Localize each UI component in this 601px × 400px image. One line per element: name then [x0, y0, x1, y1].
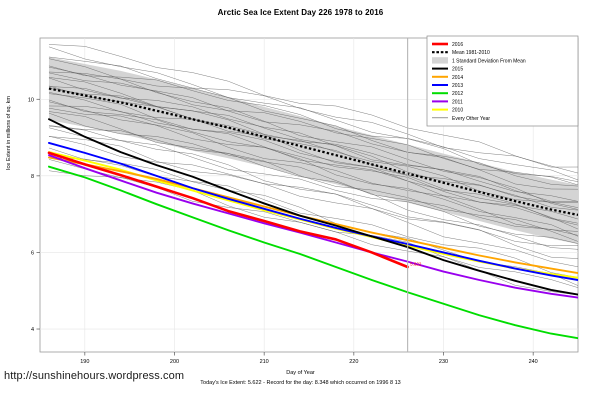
legend-label: 2014 — [452, 75, 463, 81]
series-line-2012 — [48, 165, 578, 340]
legend-item[interactable]: Mean 1981-2010 — [432, 50, 490, 56]
legend-item[interactable]: 2012 — [432, 91, 463, 97]
y-tick-label: 8 — [31, 174, 34, 180]
axes-group: 190 200 210 220 230 240 10 8 6 4 — [28, 97, 538, 365]
other-year-line — [48, 71, 578, 210]
other-year-line — [48, 88, 578, 230]
other-year-line — [48, 92, 578, 203]
legend-label: 2011 — [452, 99, 463, 105]
other-year-line — [48, 127, 578, 244]
chart-caption: Today's Ice Extent: 5.622 - Record for t… — [200, 380, 401, 386]
other-year-line — [48, 46, 578, 182]
series-line-2015 — [48, 118, 578, 296]
legend-label: 2015 — [452, 67, 463, 73]
other-year-line — [48, 77, 578, 202]
other-year-line — [48, 66, 578, 190]
end-value-label: 5.622 — [410, 261, 422, 266]
x-tick-label: 220 — [349, 359, 358, 365]
legend-label: 2010 — [452, 108, 463, 114]
legend-label: Mean 1981-2010 — [452, 50, 490, 56]
x-tick-label: 200 — [170, 359, 179, 365]
other-year-line — [48, 72, 578, 186]
legend-item[interactable]: 2011 — [432, 99, 463, 105]
legend-item[interactable]: 2010 — [432, 108, 463, 114]
legend-label: 2013 — [452, 83, 463, 89]
x-axis-label: Day of Year — [286, 370, 315, 376]
legend: 2016 Mean 1981-2010 1 Standard Deviation F… — [426, 35, 579, 127]
legend-label: 2012 — [452, 91, 463, 97]
chart-title: Arctic Sea Ice Extent Day 226 1978 to 20… — [217, 8, 384, 17]
y-tick-label: 6 — [31, 250, 34, 256]
legend-item[interactable]: 2016 — [432, 42, 463, 48]
x-tick-label: 230 — [439, 359, 448, 365]
y-tick-label: 10 — [28, 97, 34, 103]
other-year-line — [48, 170, 578, 288]
other-year-line — [48, 65, 578, 181]
series-line-mean-1981-2010 — [48, 87, 578, 217]
other-year-line — [48, 136, 578, 268]
series-line-2011 — [48, 154, 578, 299]
legend-item[interactable]: 2013 — [432, 83, 463, 89]
x-tick-label: 190 — [80, 359, 89, 365]
legend-label: 1 Standard Deviation From Mean — [452, 58, 526, 64]
x-tick-label: 210 — [260, 359, 269, 365]
y-tick-label: 4 — [31, 327, 34, 333]
legend-item[interactable]: 1 Standard Deviation From Mean — [432, 57, 526, 64]
legend-label: Every Other Year — [452, 116, 490, 122]
other-year-line — [48, 107, 578, 220]
x-tick-label: 240 — [529, 359, 538, 365]
legend-swatch — [432, 57, 448, 64]
y-axis-label: Ice Extent in millions of sq. km — [6, 96, 12, 170]
other-year-line — [48, 93, 578, 226]
other-year-line — [48, 86, 578, 202]
legend-box — [426, 35, 579, 127]
legend-item[interactable]: 2015 — [432, 67, 463, 73]
legend-item[interactable]: Every Other Year — [432, 116, 490, 122]
other-year-line — [48, 56, 578, 174]
other-year-line — [48, 157, 578, 278]
other-year-line — [48, 58, 578, 187]
series-line-2016 — [47, 151, 409, 269]
other-year-line — [48, 77, 578, 211]
plot-data-area: 5.622 — [47, 38, 578, 352]
other-year-line — [48, 105, 578, 224]
watermark-url: http://sunshinehours.wordpress.com — [4, 370, 185, 382]
other-year-line — [48, 125, 578, 259]
other-year-line — [48, 111, 578, 250]
legend-label: 2016 — [452, 42, 463, 48]
series-line-2013 — [48, 141, 578, 281]
other-year-line — [48, 101, 578, 232]
other-year-line — [48, 125, 578, 242]
legend-item[interactable]: 2014 — [432, 75, 463, 81]
other-year-line — [48, 44, 578, 168]
